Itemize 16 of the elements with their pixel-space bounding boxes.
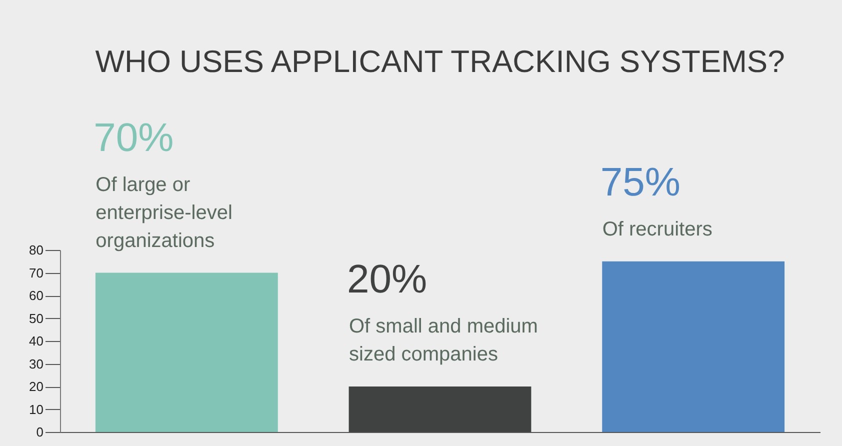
- data-label: 75%: [600, 160, 680, 204]
- chart-title: WHO USES APPLICANT TRACKING SYSTEMS?: [95, 44, 785, 79]
- y-tick-label: 20: [29, 379, 44, 394]
- data-label: 20%: [347, 258, 428, 302]
- y-tick-label: 80: [29, 242, 44, 258]
- y-tick-label: 50: [29, 310, 44, 326]
- x-tick-label: Of small and medium sized companies: [349, 316, 538, 366]
- y-tick-label: 60: [29, 288, 44, 303]
- x-tick-label: Of recruiters: [602, 218, 712, 240]
- y-tick-label: 10: [29, 402, 44, 417]
- y-tick-label: 0: [36, 424, 44, 440]
- y-tick-label: 30: [29, 356, 44, 372]
- data-label: 70%: [94, 116, 174, 160]
- y-tick-label: 40: [29, 334, 44, 348]
- y-tick-label: 70: [29, 265, 44, 280]
- x-tick-label: Of large or enterprise-level organizations: [96, 174, 232, 252]
